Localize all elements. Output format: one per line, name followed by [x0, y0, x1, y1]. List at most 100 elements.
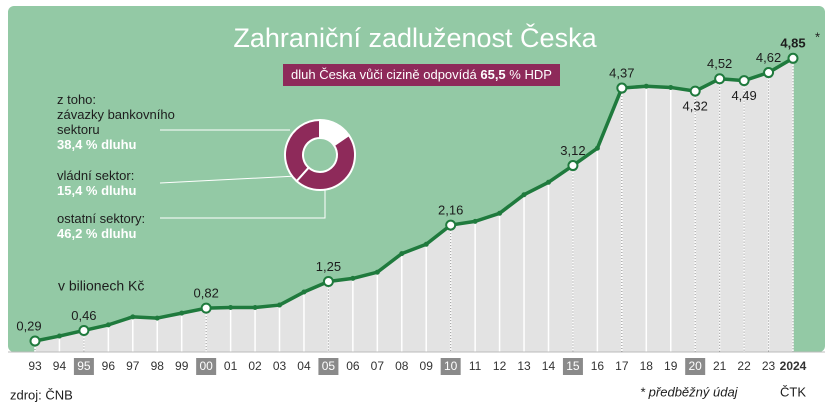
data-point: [228, 305, 234, 311]
data-point: [277, 302, 283, 308]
year-highlight: [562, 358, 583, 375]
data-point: [399, 251, 405, 257]
callout: dluh Česka vůči cizině odpovídá 65,5 % H…: [283, 64, 560, 86]
data-label: 0,82: [194, 286, 219, 301]
x-tick-label: 2024: [780, 359, 807, 373]
data-point: [29, 335, 41, 347]
callout-value: 65,5: [480, 67, 506, 82]
pointer: [160, 190, 326, 219]
plot: 0,29 93 94 0,46 95 96 97 98 99 0,82 00 01 02 03 04 1,25…: [8, 30, 825, 375]
data-label: 4,49: [731, 88, 756, 103]
x-tick-label: 08: [395, 359, 409, 373]
value-note: *: [815, 30, 820, 45]
x-tick-label: 14: [542, 359, 556, 373]
donut-slice: [295, 133, 356, 191]
data-point: [545, 179, 551, 185]
data-point: [521, 192, 527, 198]
x-tick-label: 09: [420, 359, 434, 373]
data-point: [567, 160, 579, 172]
x-tick-label: 94: [53, 359, 67, 373]
chart-title: Zahraniční zadluženost Česka: [233, 22, 597, 53]
data-label: 0,29: [16, 318, 41, 333]
data-point: [56, 333, 62, 339]
x-tick-label: 99: [175, 359, 189, 373]
pie-value-label: 46,2 % dluhu: [57, 226, 137, 241]
data-point: [714, 73, 726, 85]
year-highlight: [318, 358, 339, 375]
year-highlight: [196, 358, 217, 375]
pie-category: závazky bankovního sektoru: [57, 107, 175, 137]
x-tick-label: 01: [224, 359, 238, 373]
x-tick-label: 21: [713, 359, 727, 373]
pie-intro: z toho:: [57, 92, 97, 107]
data-point: [616, 82, 628, 94]
data-point: [154, 315, 160, 321]
x-tick-label: 16: [591, 359, 605, 373]
x-tick-label: 18: [640, 359, 654, 373]
pie-label: závazky bankovního sektoru 38,4 % dluhu: [57, 107, 187, 152]
year-highlight: [73, 358, 94, 375]
credit: ČTK: [780, 384, 806, 399]
pie-label: ostatní sektory: 46,2 % dluhu: [57, 211, 187, 241]
data-point: [350, 275, 356, 281]
data-point: [738, 75, 750, 87]
x-tick-label: 17: [615, 359, 629, 373]
pie-value-label: 38,4 % dluhu: [57, 137, 137, 152]
x-tick-label: 02: [248, 359, 262, 373]
data-label: 4,52: [707, 56, 732, 71]
data-point: [105, 322, 111, 328]
series-line: [34, 56, 794, 343]
year-highlight: [440, 358, 461, 375]
x-tick-label: 96: [102, 359, 116, 373]
data-point: [689, 85, 701, 97]
data-label: 2,16: [438, 203, 463, 218]
x-tick-label: 12: [493, 359, 507, 373]
unit-label: v bilionech Kč: [58, 278, 144, 294]
x-tick-label: 98: [151, 359, 165, 373]
data-point: [472, 218, 478, 224]
pie-category: ostatní sektory:: [57, 211, 146, 226]
data-label: 4,32: [683, 99, 708, 114]
pie-value-label: 15,4 % dluhu: [57, 183, 137, 198]
x-tick-label: 03: [273, 359, 287, 373]
data-point: [130, 314, 136, 320]
data-point: [497, 210, 503, 216]
callout-unit: % HDP: [509, 67, 552, 82]
x-tick-label: 93: [28, 359, 42, 373]
data-point: [374, 269, 380, 275]
x-tick-label: 10: [444, 359, 458, 373]
data-point: [301, 289, 307, 295]
x-tick-label: 00: [199, 359, 213, 373]
year-highlight: [685, 358, 706, 375]
x-tick-label: 97: [126, 359, 140, 373]
x-tick-label: 05: [322, 359, 336, 373]
data-point: [322, 276, 334, 287]
x-tick-label: 07: [371, 359, 385, 373]
x-tick-label: 15: [566, 359, 580, 373]
data-label: 4,85: [780, 36, 805, 51]
data-point: [252, 305, 258, 311]
x-tick-label: 04: [297, 359, 311, 373]
data-point: [78, 324, 90, 336]
data-label: 1,25: [316, 259, 341, 274]
x-tick-label: 11: [469, 359, 482, 373]
area-below: [35, 58, 793, 353]
data-point: [594, 145, 600, 151]
data-point: [643, 83, 649, 89]
data-label: 4,62: [756, 50, 781, 65]
data-point: [179, 310, 185, 316]
pie-label: vládní sektor: 15,4 % dluhu: [57, 168, 187, 198]
donut-slice: [284, 118, 321, 183]
data-point: [763, 67, 775, 79]
data-label: 0,46: [71, 308, 96, 323]
data-label: 4,37: [609, 65, 634, 80]
data-point: [200, 302, 212, 314]
callout-text: dluh Česka vůči cizině odpovídá: [291, 67, 477, 82]
pointer: [159, 175, 298, 184]
x-tick-label: 20: [689, 359, 703, 373]
data-point: [668, 84, 674, 90]
x-tick-label: 95: [77, 359, 91, 373]
x-tick-label: 19: [664, 359, 678, 373]
